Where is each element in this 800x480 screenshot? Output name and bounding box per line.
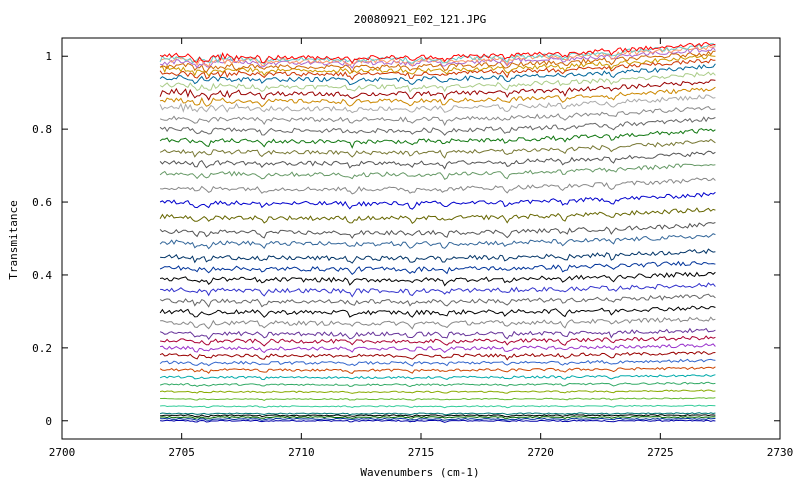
- series-line: [159, 222, 716, 239]
- series-line: [160, 417, 716, 421]
- series-line: [159, 116, 716, 136]
- x-tick-label: 2720: [527, 446, 554, 459]
- series-line: [160, 177, 716, 195]
- series-line: [159, 350, 716, 361]
- series-line: [159, 46, 716, 69]
- series-line: [160, 282, 716, 298]
- series-line: [159, 150, 716, 170]
- series-line: [160, 416, 716, 420]
- series-line: [159, 54, 716, 77]
- series-line: [159, 381, 716, 388]
- series-line: [159, 389, 716, 394]
- y-tick-label: 0: [45, 415, 52, 428]
- series-line: [160, 414, 716, 418]
- series-line: [159, 71, 716, 93]
- series-line: [160, 419, 716, 423]
- series-layer: [159, 41, 716, 423]
- x-tick-label: 2705: [168, 446, 195, 459]
- series-line: [159, 327, 716, 341]
- series-line: [159, 366, 716, 374]
- series-line: [160, 343, 716, 354]
- x-axis-label: Wavenumbers (cm-1): [360, 466, 479, 479]
- y-axis-label: Transmitance: [7, 200, 20, 279]
- series-line: [159, 106, 716, 127]
- y-tick-label: 0.6: [32, 196, 52, 209]
- series-line: [159, 233, 716, 250]
- x-tick-label: 2715: [408, 446, 435, 459]
- series-line: [159, 374, 716, 381]
- y-tick-label: 1: [45, 50, 52, 63]
- series-line: [159, 412, 716, 416]
- series-line: [159, 207, 716, 225]
- y-tick-label: 0.2: [32, 342, 52, 355]
- series-line: [159, 260, 716, 276]
- x-tick-label: 2725: [647, 446, 674, 459]
- series-line: [159, 163, 716, 180]
- series-line: [159, 94, 716, 114]
- series-line: [160, 316, 716, 330]
- series-line: [160, 335, 716, 347]
- series-line: [159, 79, 716, 101]
- series-line: [159, 358, 716, 367]
- x-tick-label: 2710: [288, 446, 315, 459]
- series-line: [159, 138, 716, 159]
- y-tick-label: 0.8: [32, 123, 52, 136]
- series-line: [160, 404, 716, 409]
- series-line: [159, 271, 716, 287]
- series-line: [159, 58, 716, 81]
- y-tick-label: 0.4: [32, 269, 52, 282]
- x-tick-label: 2700: [49, 446, 76, 459]
- series-line: [159, 63, 716, 86]
- tick-layer: 2700 2705 2710 2715 2720 2725 2730 0 0.2 0.4 0.6 0.…: [32, 38, 793, 459]
- series-line: [160, 397, 716, 401]
- series-line: [160, 248, 716, 264]
- series-line: [159, 128, 716, 149]
- series-line: [159, 50, 716, 74]
- series-line: [159, 305, 716, 318]
- x-tick-label: 2730: [767, 446, 794, 459]
- series-line: [160, 86, 716, 108]
- chart-title: 20080921_E02_121.JPG: [354, 13, 486, 26]
- series-line: [159, 293, 716, 308]
- series-line: [159, 191, 716, 210]
- series-line: [159, 41, 716, 64]
